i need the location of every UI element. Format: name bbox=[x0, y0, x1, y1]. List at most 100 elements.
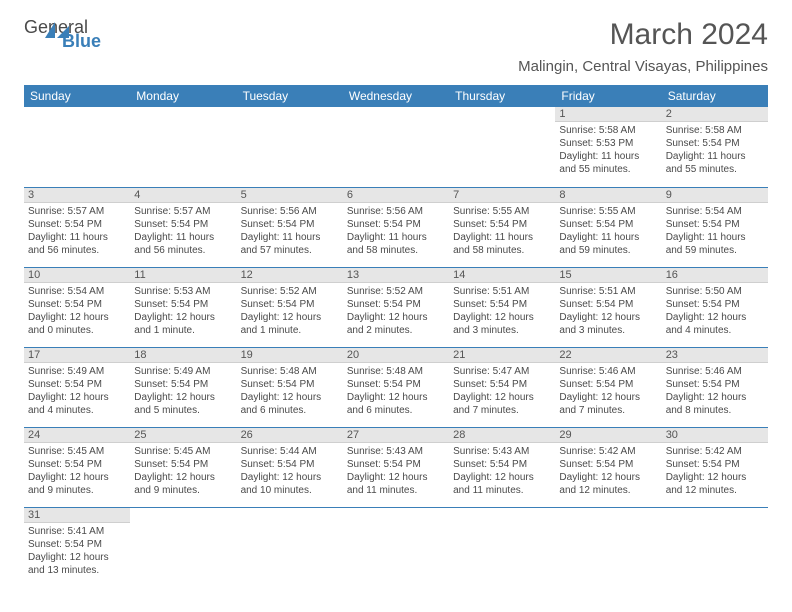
daylight-text: Daylight: 12 hours and 12 minutes. bbox=[559, 471, 657, 497]
day-number: 17 bbox=[24, 348, 130, 363]
sunset-text: Sunset: 5:54 PM bbox=[28, 218, 126, 231]
sunrise-text: Sunrise: 5:53 AM bbox=[134, 285, 232, 298]
day-details: Sunrise: 5:42 AMSunset: 5:54 PMDaylight:… bbox=[662, 443, 768, 499]
sunrise-text: Sunrise: 5:42 AM bbox=[666, 445, 764, 458]
sunset-text: Sunset: 5:54 PM bbox=[666, 378, 764, 391]
day-number: 9 bbox=[662, 188, 768, 203]
day-number: 15 bbox=[555, 268, 661, 283]
calendar-cell: 21Sunrise: 5:47 AMSunset: 5:54 PMDayligh… bbox=[449, 347, 555, 427]
sunrise-text: Sunrise: 5:49 AM bbox=[134, 365, 232, 378]
sunset-text: Sunset: 5:54 PM bbox=[453, 298, 551, 311]
header: General Blue March 2024 Malingin, Centra… bbox=[24, 18, 768, 75]
day-number: 27 bbox=[343, 428, 449, 443]
daylight-text: Daylight: 12 hours and 4 minutes. bbox=[666, 311, 764, 337]
day-details: Sunrise: 5:46 AMSunset: 5:54 PMDaylight:… bbox=[662, 363, 768, 419]
sunset-text: Sunset: 5:54 PM bbox=[559, 378, 657, 391]
day-details: Sunrise: 5:51 AMSunset: 5:54 PMDaylight:… bbox=[449, 283, 555, 339]
daylight-text: Daylight: 11 hours and 59 minutes. bbox=[666, 231, 764, 257]
sunset-text: Sunset: 5:54 PM bbox=[241, 298, 339, 311]
day-number: 23 bbox=[662, 348, 768, 363]
calendar-cell: 1Sunrise: 5:58 AMSunset: 5:53 PMDaylight… bbox=[555, 107, 661, 187]
day-details: Sunrise: 5:54 AMSunset: 5:54 PMDaylight:… bbox=[24, 283, 130, 339]
title-block: March 2024 Malingin, Central Visayas, Ph… bbox=[518, 18, 768, 75]
calendar-cell: 2Sunrise: 5:58 AMSunset: 5:54 PMDaylight… bbox=[662, 107, 768, 187]
calendar-cell: 4Sunrise: 5:57 AMSunset: 5:54 PMDaylight… bbox=[130, 187, 236, 267]
day-details: Sunrise: 5:54 AMSunset: 5:54 PMDaylight:… bbox=[662, 203, 768, 259]
day-number: 4 bbox=[130, 188, 236, 203]
calendar-cell bbox=[449, 507, 555, 587]
day-details: Sunrise: 5:58 AMSunset: 5:53 PMDaylight:… bbox=[555, 122, 661, 178]
calendar-cell: 10Sunrise: 5:54 AMSunset: 5:54 PMDayligh… bbox=[24, 267, 130, 347]
calendar-cell: 28Sunrise: 5:43 AMSunset: 5:54 PMDayligh… bbox=[449, 427, 555, 507]
sunset-text: Sunset: 5:54 PM bbox=[28, 298, 126, 311]
day-number: 1 bbox=[555, 107, 661, 122]
day-details: Sunrise: 5:55 AMSunset: 5:54 PMDaylight:… bbox=[449, 203, 555, 259]
day-number: 11 bbox=[130, 268, 236, 283]
calendar-cell: 31Sunrise: 5:41 AMSunset: 5:54 PMDayligh… bbox=[24, 507, 130, 587]
day-number: 12 bbox=[237, 268, 343, 283]
calendar-cell: 3Sunrise: 5:57 AMSunset: 5:54 PMDaylight… bbox=[24, 187, 130, 267]
day-details: Sunrise: 5:56 AMSunset: 5:54 PMDaylight:… bbox=[343, 203, 449, 259]
day-number: 19 bbox=[237, 348, 343, 363]
calendar-cell: 19Sunrise: 5:48 AMSunset: 5:54 PMDayligh… bbox=[237, 347, 343, 427]
calendar-week: 31Sunrise: 5:41 AMSunset: 5:54 PMDayligh… bbox=[24, 507, 768, 587]
calendar-cell bbox=[237, 507, 343, 587]
daylight-text: Daylight: 11 hours and 56 minutes. bbox=[134, 231, 232, 257]
day-details: Sunrise: 5:53 AMSunset: 5:54 PMDaylight:… bbox=[130, 283, 236, 339]
month-title: March 2024 bbox=[518, 18, 768, 52]
calendar-cell: 5Sunrise: 5:56 AMSunset: 5:54 PMDaylight… bbox=[237, 187, 343, 267]
daylight-text: Daylight: 12 hours and 11 minutes. bbox=[453, 471, 551, 497]
sunrise-text: Sunrise: 5:45 AM bbox=[28, 445, 126, 458]
calendar-table: SundayMondayTuesdayWednesdayThursdayFrid… bbox=[24, 85, 768, 587]
day-details: Sunrise: 5:46 AMSunset: 5:54 PMDaylight:… bbox=[555, 363, 661, 419]
calendar-cell: 14Sunrise: 5:51 AMSunset: 5:54 PMDayligh… bbox=[449, 267, 555, 347]
sunset-text: Sunset: 5:54 PM bbox=[347, 298, 445, 311]
day-details: Sunrise: 5:47 AMSunset: 5:54 PMDaylight:… bbox=[449, 363, 555, 419]
daylight-text: Daylight: 12 hours and 4 minutes. bbox=[28, 391, 126, 417]
day-number: 21 bbox=[449, 348, 555, 363]
day-number: 28 bbox=[449, 428, 555, 443]
calendar-week: 17Sunrise: 5:49 AMSunset: 5:54 PMDayligh… bbox=[24, 347, 768, 427]
weekday-header: Friday bbox=[555, 85, 661, 107]
day-number: 2 bbox=[662, 107, 768, 122]
day-details: Sunrise: 5:43 AMSunset: 5:54 PMDaylight:… bbox=[449, 443, 555, 499]
calendar-cell bbox=[449, 107, 555, 187]
day-details: Sunrise: 5:44 AMSunset: 5:54 PMDaylight:… bbox=[237, 443, 343, 499]
sunset-text: Sunset: 5:54 PM bbox=[347, 218, 445, 231]
sunrise-text: Sunrise: 5:48 AM bbox=[347, 365, 445, 378]
day-details: Sunrise: 5:49 AMSunset: 5:54 PMDaylight:… bbox=[24, 363, 130, 419]
sunset-text: Sunset: 5:54 PM bbox=[666, 137, 764, 150]
daylight-text: Daylight: 11 hours and 55 minutes. bbox=[666, 150, 764, 176]
calendar-week: 1Sunrise: 5:58 AMSunset: 5:53 PMDaylight… bbox=[24, 107, 768, 187]
calendar-body: 1Sunrise: 5:58 AMSunset: 5:53 PMDaylight… bbox=[24, 107, 768, 587]
sunrise-text: Sunrise: 5:55 AM bbox=[453, 205, 551, 218]
day-details: Sunrise: 5:51 AMSunset: 5:54 PMDaylight:… bbox=[555, 283, 661, 339]
day-details: Sunrise: 5:48 AMSunset: 5:54 PMDaylight:… bbox=[237, 363, 343, 419]
day-number: 22 bbox=[555, 348, 661, 363]
daylight-text: Daylight: 11 hours and 57 minutes. bbox=[241, 231, 339, 257]
calendar-cell: 17Sunrise: 5:49 AMSunset: 5:54 PMDayligh… bbox=[24, 347, 130, 427]
calendar-cell: 20Sunrise: 5:48 AMSunset: 5:54 PMDayligh… bbox=[343, 347, 449, 427]
weekday-header: Saturday bbox=[662, 85, 768, 107]
daylight-text: Daylight: 12 hours and 5 minutes. bbox=[134, 391, 232, 417]
daylight-text: Daylight: 12 hours and 11 minutes. bbox=[347, 471, 445, 497]
weekday-header: Wednesday bbox=[343, 85, 449, 107]
daylight-text: Daylight: 12 hours and 7 minutes. bbox=[559, 391, 657, 417]
sunset-text: Sunset: 5:54 PM bbox=[559, 298, 657, 311]
daylight-text: Daylight: 12 hours and 9 minutes. bbox=[134, 471, 232, 497]
sunrise-text: Sunrise: 5:51 AM bbox=[453, 285, 551, 298]
weekday-header: Sunday bbox=[24, 85, 130, 107]
calendar-week: 10Sunrise: 5:54 AMSunset: 5:54 PMDayligh… bbox=[24, 267, 768, 347]
sunset-text: Sunset: 5:54 PM bbox=[241, 218, 339, 231]
sunrise-text: Sunrise: 5:56 AM bbox=[347, 205, 445, 218]
sunset-text: Sunset: 5:54 PM bbox=[28, 378, 126, 391]
sunrise-text: Sunrise: 5:54 AM bbox=[666, 205, 764, 218]
sunrise-text: Sunrise: 5:52 AM bbox=[347, 285, 445, 298]
calendar-cell: 11Sunrise: 5:53 AMSunset: 5:54 PMDayligh… bbox=[130, 267, 236, 347]
day-number: 3 bbox=[24, 188, 130, 203]
day-details: Sunrise: 5:58 AMSunset: 5:54 PMDaylight:… bbox=[662, 122, 768, 178]
day-details: Sunrise: 5:43 AMSunset: 5:54 PMDaylight:… bbox=[343, 443, 449, 499]
sunrise-text: Sunrise: 5:54 AM bbox=[28, 285, 126, 298]
day-number: 6 bbox=[343, 188, 449, 203]
calendar-cell bbox=[343, 507, 449, 587]
